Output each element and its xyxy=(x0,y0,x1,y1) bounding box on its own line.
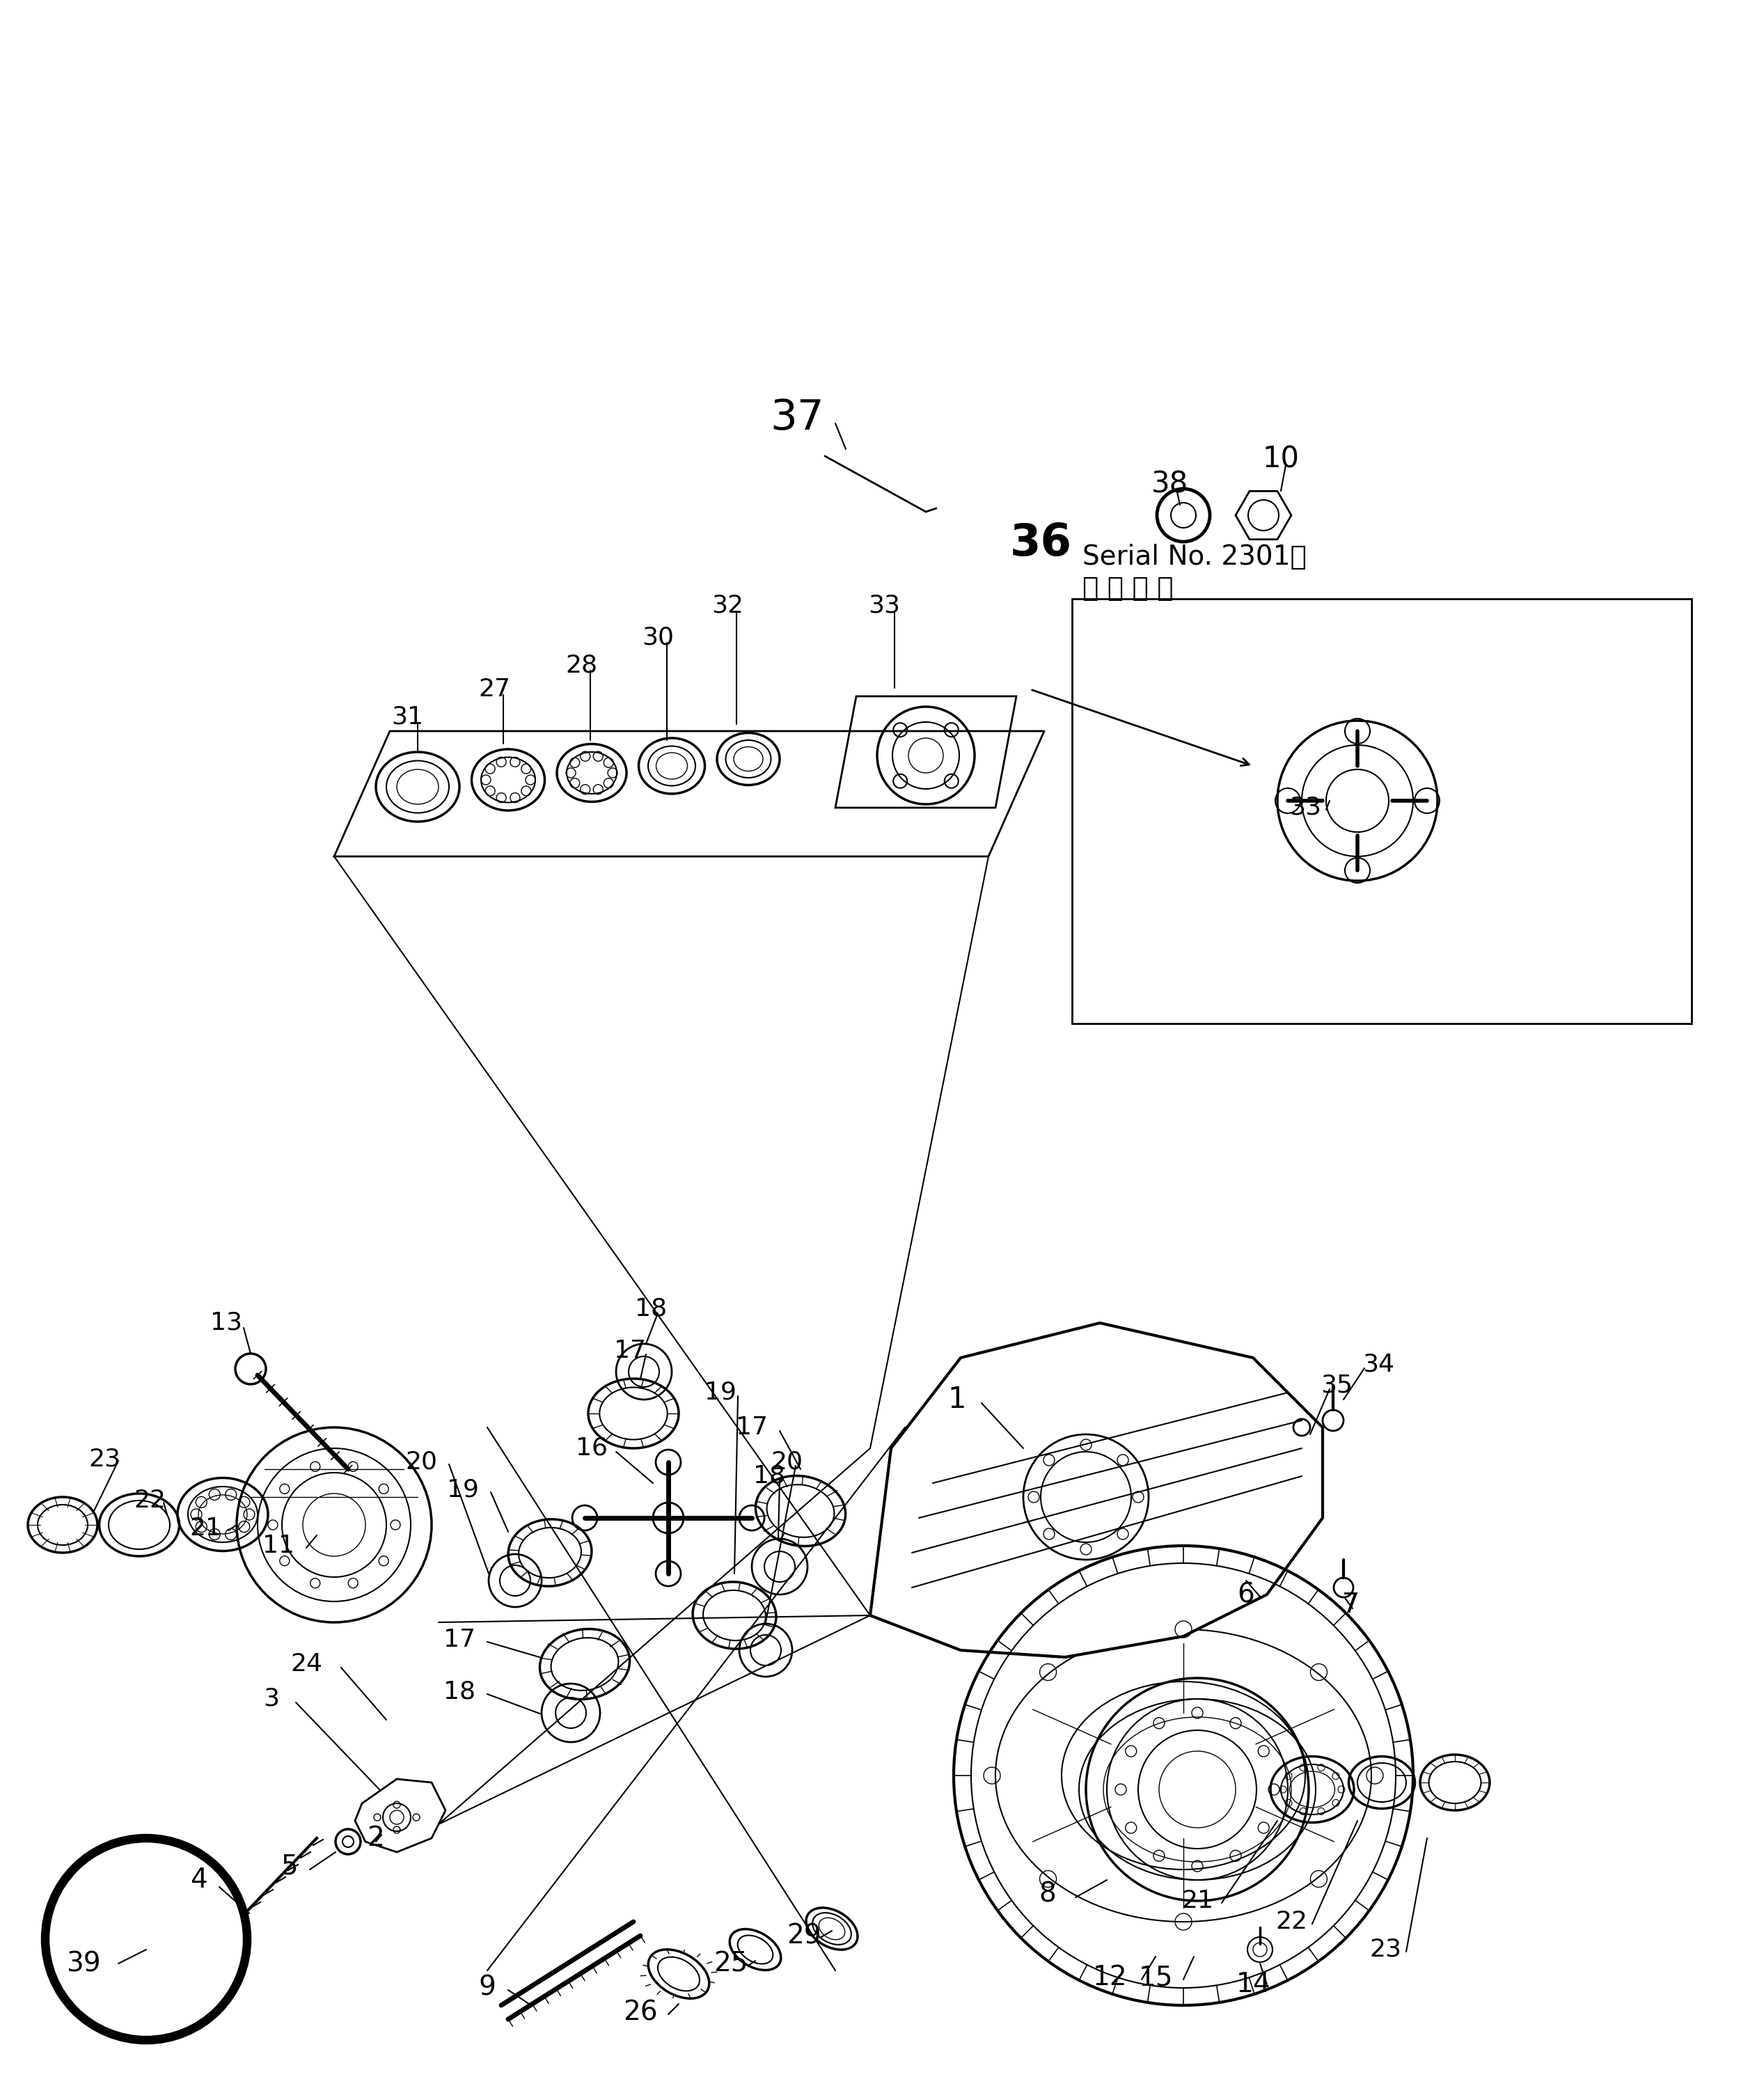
Text: Serial No. 2301～: Serial No. 2301～ xyxy=(1083,544,1306,571)
Text: 4: 4 xyxy=(190,1867,207,1894)
Text: 33: 33 xyxy=(1290,796,1321,819)
Text: 28: 28 xyxy=(566,653,597,676)
Text: 適 用 号 機: 適 用 号 機 xyxy=(1083,575,1173,601)
Text: 34: 34 xyxy=(1361,1352,1395,1378)
Text: 18: 18 xyxy=(754,1464,785,1489)
Text: 19: 19 xyxy=(705,1380,736,1405)
Text: 16: 16 xyxy=(576,1436,608,1459)
Polygon shape xyxy=(1236,491,1292,540)
Text: 26: 26 xyxy=(623,1999,658,2026)
Text: 21: 21 xyxy=(1182,1890,1213,1913)
Text: 2: 2 xyxy=(367,1825,385,1852)
Text: 12: 12 xyxy=(1093,1964,1128,1991)
Text: 20: 20 xyxy=(771,1451,803,1474)
Text: 20: 20 xyxy=(406,1451,437,1474)
Text: 7: 7 xyxy=(1342,1592,1360,1619)
Text: 22: 22 xyxy=(134,1489,165,1512)
Text: 18: 18 xyxy=(635,1298,667,1321)
Polygon shape xyxy=(870,1323,1323,1657)
Text: 31: 31 xyxy=(392,706,423,729)
Polygon shape xyxy=(836,697,1017,808)
Text: 10: 10 xyxy=(1262,445,1299,475)
Text: 13: 13 xyxy=(211,1310,242,1336)
Text: 17: 17 xyxy=(615,1340,646,1363)
Text: 9: 9 xyxy=(479,1974,496,2001)
Text: 7: 7 xyxy=(1342,1592,1360,1619)
Text: 33: 33 xyxy=(869,594,900,617)
Text: 39: 39 xyxy=(66,1951,101,1976)
Text: 22: 22 xyxy=(1276,1909,1307,1934)
Polygon shape xyxy=(355,1779,446,1852)
Text: 14: 14 xyxy=(1236,1972,1271,1997)
Text: 17: 17 xyxy=(736,1415,768,1438)
Text: 19: 19 xyxy=(447,1478,479,1501)
Text: 18: 18 xyxy=(444,1680,475,1703)
Text: 32: 32 xyxy=(712,594,743,617)
Text: 30: 30 xyxy=(642,626,674,649)
Text: 15: 15 xyxy=(1139,1964,1173,1991)
Text: 8: 8 xyxy=(1039,1882,1057,1907)
Text: 11: 11 xyxy=(263,1533,294,1558)
Text: 35: 35 xyxy=(1320,1373,1353,1396)
Text: 17: 17 xyxy=(444,1628,475,1651)
Text: 23: 23 xyxy=(1368,1938,1402,1961)
Text: 36: 36 xyxy=(1010,521,1072,565)
Text: 29: 29 xyxy=(787,1922,822,1949)
Text: 37: 37 xyxy=(770,397,823,439)
Text: 5: 5 xyxy=(280,1852,298,1880)
Text: 6: 6 xyxy=(1238,1581,1255,1609)
Text: 1: 1 xyxy=(947,1384,966,1413)
Bar xyxy=(1072,598,1692,1023)
Text: 25: 25 xyxy=(714,1951,749,1976)
Text: 38: 38 xyxy=(1151,468,1187,498)
Text: 27: 27 xyxy=(479,678,510,701)
Text: 3: 3 xyxy=(263,1686,280,1711)
Text: 23: 23 xyxy=(89,1447,120,1470)
Text: 24: 24 xyxy=(291,1653,322,1676)
Text: 21: 21 xyxy=(190,1516,221,1539)
